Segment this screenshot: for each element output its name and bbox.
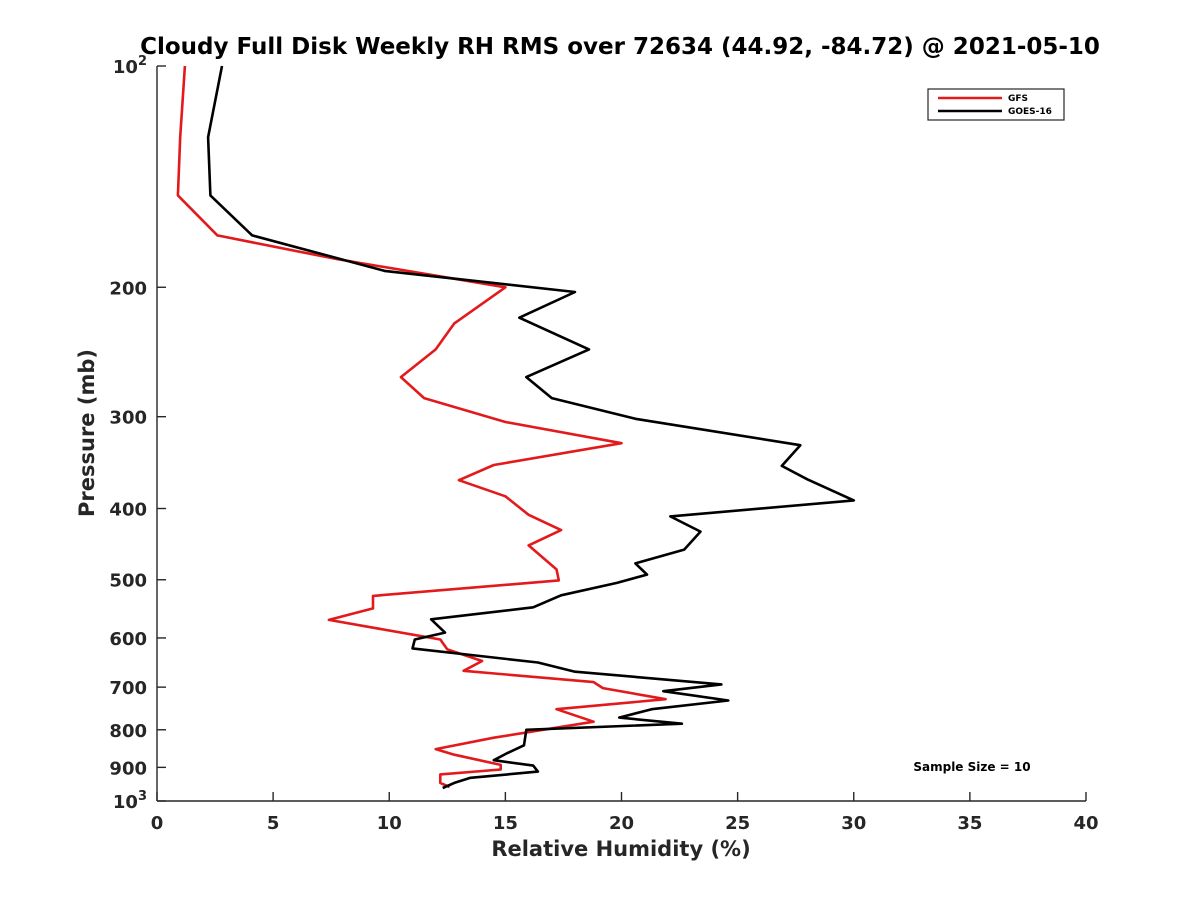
- x-axis-label: Relative Humidity (%): [491, 837, 750, 861]
- y-tick-label: 600: [109, 629, 147, 650]
- x-tick-label: 15: [493, 813, 518, 834]
- series-line-goes-16: [206, 65, 856, 790]
- x-tick-label: 5: [267, 813, 280, 834]
- chart-title: Cloudy Full Disk Weekly RH RMS over 7263…: [140, 34, 1100, 60]
- x-ticks: 0 5 10 15 20 25 30 35 40: [151, 792, 1099, 834]
- legend-box: [927, 88, 1065, 121]
- series-line-gfs: [176, 65, 667, 789]
- y-ticks: 102 200 300 400 500 600 700 800 900 103: [109, 54, 166, 813]
- legend-label-gfs: GFS: [1008, 94, 1028, 104]
- y-tick-label: 300: [109, 408, 147, 429]
- y-tick-label: 500: [109, 571, 147, 592]
- y-tick-label: 900: [109, 758, 147, 779]
- x-tick-label: 35: [957, 813, 982, 834]
- x-tick-label: 25: [725, 813, 750, 834]
- y-tick-label: 400: [109, 500, 147, 521]
- x-tick-label: 40: [1073, 813, 1098, 834]
- legend-label-goes-16: GOES-16: [1008, 107, 1052, 117]
- y-tick-label: 200: [109, 278, 147, 299]
- y-tick-label: 700: [109, 678, 147, 699]
- y-tick-label: 103: [113, 789, 147, 813]
- x-tick-label: 10: [377, 813, 402, 834]
- x-tick-label: 20: [609, 813, 634, 834]
- legend: GFS GOES-16: [927, 88, 1065, 121]
- y-tick-label: 102: [113, 54, 147, 78]
- series-layer: [176, 65, 856, 790]
- y-axis-label: Pressure (mb): [75, 349, 99, 517]
- y-tick-label: 800: [109, 721, 147, 742]
- x-tick-label: 0: [151, 813, 164, 834]
- x-tick-label: 30: [841, 813, 866, 834]
- sample-size-annotation: Sample Size = 10: [913, 760, 1030, 774]
